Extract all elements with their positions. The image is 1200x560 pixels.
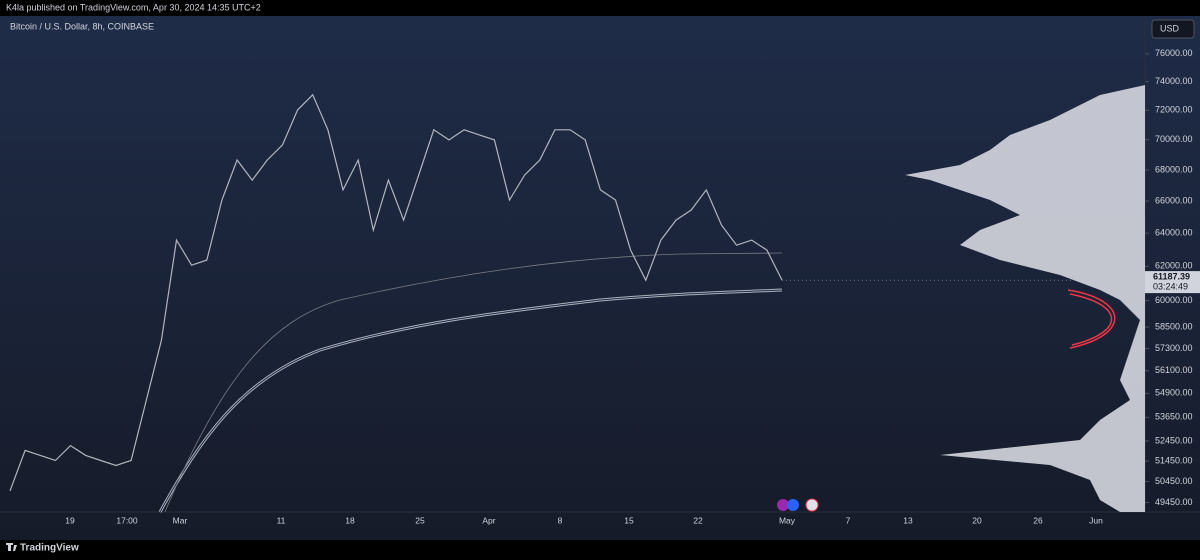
symbol-label: Bitcoin / U.S. Dollar, 8h, COINBASE: [10, 21, 154, 31]
header-text: K4la published on TradingView.com, Apr 3…: [6, 2, 261, 12]
price-label: 52450.00: [1155, 435, 1193, 445]
brand-name: TradingView: [20, 543, 79, 554]
moving-average: [164, 252, 783, 513]
time-label: 22: [693, 515, 703, 525]
price-label: 54900.00: [1155, 388, 1193, 398]
time-label: Mar: [173, 515, 188, 525]
time-label: 19: [65, 515, 75, 525]
price-label: 72000.00: [1155, 105, 1193, 115]
price-label: 53650.00: [1155, 412, 1193, 422]
currency-label[interactable]: USD: [1160, 23, 1180, 33]
price-label: 50450.00: [1155, 476, 1193, 486]
price-line: [9, 93, 783, 492]
time-label: 17:00: [116, 515, 138, 525]
price-label: 66000.00: [1155, 195, 1193, 205]
price-label: 68000.00: [1155, 164, 1193, 174]
price-label: 62000.00: [1155, 261, 1193, 271]
time-label: 8: [558, 515, 563, 525]
footer-bar: [0, 540, 1200, 555]
volume-profile: [905, 85, 1145, 512]
price-label: 49450.00: [1155, 497, 1193, 507]
time-label: 18: [345, 515, 355, 525]
time-label: 20: [972, 515, 982, 525]
time-label: 15: [624, 515, 634, 525]
time-label: Apr: [482, 515, 495, 525]
brand-logo: [6, 543, 17, 551]
price-label: 60000.00: [1155, 295, 1193, 305]
price-label: 64000.00: [1155, 228, 1193, 238]
countdown: 03:24:49: [1153, 281, 1188, 291]
annotation-curve: [1067, 289, 1116, 349]
event-icon[interactable]: [805, 498, 819, 512]
event-icon[interactable]: [787, 499, 799, 511]
header-bar: [0, 0, 1200, 16]
price-label: 51450.00: [1155, 455, 1193, 465]
time-label: 11: [277, 515, 286, 525]
price-label: 56100.00: [1155, 365, 1193, 375]
last-price-box: [1145, 271, 1200, 294]
price-label: 58500.00: [1155, 321, 1193, 331]
time-label: May: [779, 515, 796, 525]
time-label: 7: [846, 515, 851, 525]
price-label: 70000.00: [1155, 134, 1193, 144]
moving-average: [159, 289, 783, 513]
event-icon[interactable]: [777, 499, 789, 511]
price-label: 74000.00: [1155, 76, 1193, 86]
last-price: 61187.39: [1153, 271, 1190, 281]
time-label: 13: [903, 515, 913, 525]
price-label: 57300.00: [1155, 343, 1193, 353]
price-label: 76000.00: [1155, 48, 1193, 58]
time-label: Jun: [1089, 515, 1103, 525]
time-label: 26: [1033, 515, 1043, 525]
currency-button[interactable]: [1151, 19, 1195, 39]
time-label: 25: [415, 515, 425, 525]
